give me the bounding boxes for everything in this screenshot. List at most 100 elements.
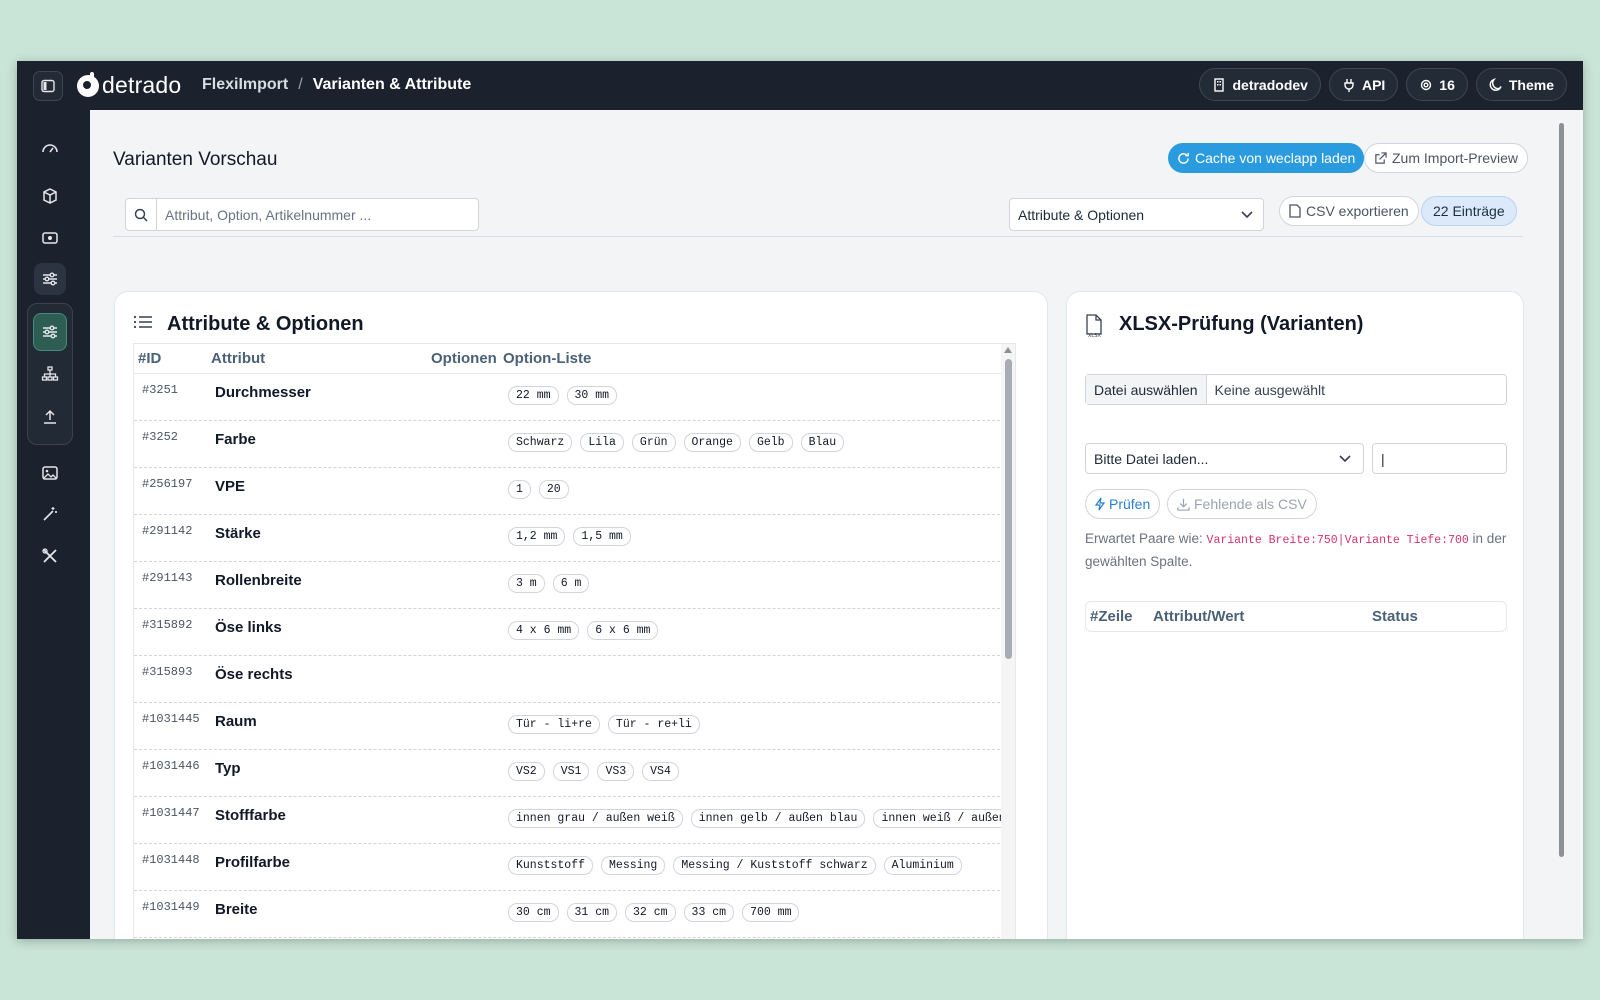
export-csv-label: CSV exportieren [1306, 203, 1409, 219]
table-row[interactable]: #1031449 Breite 30 cm 31 cm 32 cm 33 cm 700 mm [134, 891, 1015, 938]
notifications-button[interactable]: 16 [1406, 68, 1468, 101]
notifications-count: 16 [1439, 76, 1455, 93]
table-row[interactable]: #1031446 Typ VS2 VS1 VS3 VS4 [134, 750, 1015, 797]
row-attribute-name: Stärke [215, 525, 261, 542]
row-id: #1031445 [142, 712, 200, 726]
upload-icon [44, 409, 56, 424]
page-title: Varianten Vorschau [113, 149, 278, 170]
breadcrumb-item-flexiimport[interactable]: FlexiImport [202, 76, 289, 93]
nav-settings[interactable] [34, 263, 66, 295]
column-header-attribute[interactable]: Attribut [211, 350, 266, 367]
row-attribute-name: Öse rechts [215, 666, 293, 683]
nav-tools[interactable] [34, 540, 66, 572]
page-scrollbar[interactable] [1559, 123, 1564, 857]
list-icon [133, 315, 152, 329]
row-attribute-name: Raum [215, 713, 257, 730]
nav-dashboard[interactable] [34, 132, 66, 164]
table-row[interactable]: #256197 VPE 1 20 [134, 468, 1015, 515]
import-preview-button[interactable]: Zum Import-Preview [1364, 143, 1529, 173]
option-chip: 22 mm [508, 386, 559, 405]
external-link-icon [1375, 151, 1387, 164]
row-id: #1031448 [142, 853, 200, 867]
row-attribute-name: Rollenbreite [215, 572, 302, 589]
tools-icon [42, 548, 57, 563]
sidebar-toggle-icon [41, 79, 55, 93]
option-chip: Messing [601, 856, 666, 875]
row-id: #291143 [142, 571, 193, 585]
check-label: Prüfen [1109, 496, 1151, 512]
nav-products[interactable] [34, 180, 66, 212]
table-row[interactable]: #3252 Farbe Schwarz Lila Grün Orange Gelb Blau [134, 421, 1015, 468]
column-header-status[interactable]: Status [1372, 608, 1418, 625]
check-button[interactable]: Prüfen [1085, 489, 1161, 519]
nav-media[interactable] [34, 457, 66, 489]
nav-upload[interactable] [34, 401, 66, 433]
table-row[interactable]: #315892 Öse links 4 x 6 mm 6 x 6 mm [134, 609, 1015, 656]
export-csv-button[interactable]: CSV exportieren [1279, 196, 1419, 226]
box-icon [43, 188, 57, 204]
option-chip: Blau [800, 433, 845, 452]
row-id: #1031447 [142, 806, 200, 820]
table-row[interactable]: #3251 Durchmesser 22 mm 30 mm [134, 374, 1015, 421]
workspace-button[interactable]: detradodev [1199, 68, 1321, 101]
column-header-option-list[interactable]: Option-Liste [503, 350, 592, 367]
table-header: #ID Attribut Optionen Option-Liste [134, 344, 1015, 374]
sidebar-toggle-button[interactable] [33, 71, 63, 101]
breadcrumb-separator: / [298, 76, 303, 93]
option-chip: innen gelb / außen blau [690, 809, 866, 828]
view-select[interactable]: Attribute & Optionen [1009, 198, 1264, 231]
column-select[interactable]: Bitte Datei laden... [1085, 443, 1364, 474]
file-csv-icon [1289, 204, 1301, 218]
check-results-table: #Zeile Attribut/Wert Status [1085, 601, 1507, 632]
option-chip: Tür - re+li [607, 715, 700, 734]
nav-finance[interactable] [34, 222, 66, 254]
file-picker[interactable]: Datei auswählen Keine ausgewählt [1085, 374, 1507, 405]
scroll-up-icon[interactable] [1004, 347, 1012, 353]
row-id: #291142 [142, 524, 193, 538]
table-scrollbar[interactable] [1001, 344, 1015, 939]
row-option-list: Schwarz Lila Grün Orange Gelb Blau [508, 433, 845, 452]
hint-prefix: Erwartet Paare wie: [1085, 531, 1207, 546]
table-row[interactable]: #1031447 Stofffarbe innen grau / außen wei… [134, 797, 1015, 844]
svg-text:XLSX: XLSX [1088, 333, 1101, 338]
row-option-list: VS2 VS1 VS3 VS4 [508, 762, 679, 781]
search-input[interactable] [157, 206, 478, 223]
table-row[interactable]: #1031445 Raum Tür - li+re Tür - re+li [134, 703, 1015, 750]
row-id: #1031449 [142, 900, 200, 914]
brand-logo[interactable]: detrado [77, 71, 182, 99]
column-header-id[interactable]: #ID [138, 350, 162, 367]
column-header-options[interactable]: Optionen [431, 350, 497, 367]
option-chip: VS2 [508, 762, 545, 781]
search-icon [126, 199, 157, 230]
table-row[interactable]: #1031448 Profilfarbe Kunststoff Messing Mess… [134, 844, 1015, 891]
row-attribute-name: Öse links [215, 619, 282, 636]
row-attribute-name: Breite [215, 901, 258, 918]
brand-name: detrado [102, 72, 182, 98]
column-select-value: Bitte Datei laden... [1094, 450, 1209, 467]
column-header-row[interactable]: #Zeile [1090, 608, 1133, 625]
column-text-input[interactable]: | [1372, 443, 1507, 474]
row-attribute-name: Profilfarbe [215, 854, 291, 871]
nav-categories[interactable] [34, 358, 66, 390]
api-button[interactable]: API [1328, 68, 1399, 101]
nav-variants[interactable] [33, 313, 67, 351]
table-scroll-thumb[interactable] [1005, 359, 1012, 659]
export-missing-button[interactable]: Fehlende als CSV [1167, 489, 1317, 519]
table-row[interactable]: #291142 Stärke 1,2 mm 1,5 mm [134, 515, 1015, 562]
column-header-attr-value[interactable]: Attribut/Wert [1153, 608, 1245, 625]
load-cache-button[interactable]: Cache von weclapp laden [1168, 143, 1365, 173]
row-option-list: Kunststoff Messing Messing / Kuststoff sch… [508, 856, 962, 875]
row-id: #1031446 [142, 759, 200, 773]
table-row[interactable]: #315893 Öse rechts [134, 656, 1015, 703]
table-body: #3251 Durchmesser 22 mm 30 mm #3252 Farbe Schw… [134, 374, 1015, 938]
option-chip: Schwarz [508, 433, 573, 452]
format-hint: Erwartet Paare wie: Variante Breite:750|… [1085, 528, 1510, 572]
file-choose-button[interactable]: Datei auswählen [1086, 375, 1207, 404]
nav-magic[interactable] [34, 498, 66, 530]
app-window: detrado FlexiImport / Varianten & Attrib… [17, 61, 1583, 939]
option-chip: innen weiß / außen w [873, 809, 1015, 828]
theme-button[interactable]: Theme [1475, 68, 1567, 101]
table-row[interactable]: #291143 Rollenbreite 3 m 6 m [134, 562, 1015, 609]
chevron-down-icon [1339, 454, 1351, 462]
breadcrumb-item-current: Varianten & Attribute [312, 76, 472, 93]
